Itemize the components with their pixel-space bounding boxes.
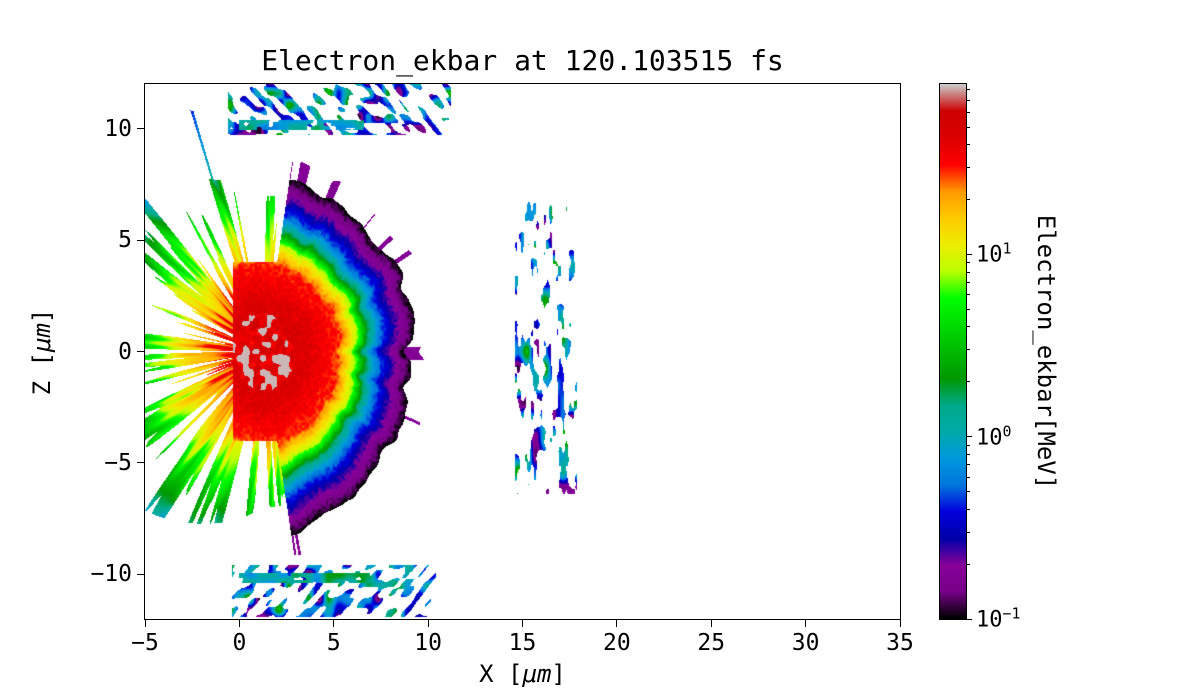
plot-area (144, 83, 901, 620)
colorbar-minor-tick-mark (967, 476, 970, 478)
colorbar-minor-tick-mark (967, 89, 970, 91)
x-tick-mark (427, 620, 429, 627)
colorbar-minor-tick-mark (967, 126, 970, 128)
colorbar-minor-tick-mark (967, 99, 970, 101)
y-tick-label: 5 (118, 227, 132, 254)
x-tick-mark (899, 620, 901, 627)
colorbar (939, 83, 967, 620)
x-tick-label: 15 (508, 630, 537, 656)
y-axis-label-prefix: Z [ (28, 352, 56, 396)
colorbar-minor-tick-mark (967, 531, 970, 533)
colorbar-minor-tick-mark (967, 491, 970, 493)
colorbar-label: Electron_ekbar[MeV] (1032, 214, 1060, 490)
y-axis-unit: μm (28, 323, 56, 352)
colorbar-minor-tick-mark (967, 199, 970, 201)
colorbar-tick-label: 100 (976, 421, 1012, 451)
colorbar-tick-mark (967, 253, 972, 255)
colorbar-minor-tick-mark (967, 112, 970, 114)
x-tick-label: −5 (131, 630, 159, 656)
x-tick-mark (144, 620, 146, 627)
x-axis-label-prefix: X [ (479, 660, 523, 688)
y-axis-label-suffix: ] (28, 308, 56, 324)
colorbar-tick-label: 101 (976, 239, 1012, 269)
x-tick-label: 20 (603, 630, 631, 656)
y-tick-mark (137, 351, 144, 352)
x-tick-label: 0 (232, 630, 247, 656)
colorbar-minor-tick-mark (967, 444, 970, 446)
y-axis-label: Z [μm] (28, 309, 56, 396)
colorbar-minor-tick-mark (967, 563, 970, 565)
colorbar-minor-tick-mark (967, 308, 970, 310)
colorbar-minor-tick-mark (967, 508, 970, 510)
y-tick-mark (137, 573, 144, 575)
colorbar-minor-tick-mark (967, 262, 970, 264)
x-tick-label: 25 (697, 630, 726, 656)
colorbar-tick-mark (967, 436, 972, 438)
x-tick-mark (333, 620, 335, 627)
y-tick-label: 0 (118, 338, 132, 365)
x-tick-mark (238, 620, 240, 627)
colorbar-minor-tick-mark (967, 294, 970, 296)
x-tick-label: 30 (791, 630, 820, 656)
y-tick-mark (137, 462, 144, 464)
x-axis-label: X [μm] (145, 660, 900, 688)
x-tick-mark (616, 620, 618, 627)
x-tick-label: 5 (326, 630, 341, 656)
y-tick-mark (137, 128, 144, 130)
x-tick-label: 10 (414, 630, 442, 656)
colorbar-tick-label: 10−1 (976, 604, 1021, 633)
plot-title: Electron_ekbar at 120.103515 fs (261, 44, 784, 77)
x-tick-mark (522, 620, 523, 627)
colorbar-minor-tick-mark (967, 381, 970, 383)
y-tick-label: 10 (104, 115, 132, 142)
y-tick-mark (137, 239, 144, 241)
x-axis-label-suffix: ] (551, 660, 566, 688)
plot-canvas (145, 84, 900, 619)
y-tick-label: −10 (90, 561, 132, 588)
colorbar-canvas (940, 84, 966, 619)
colorbar-minor-tick-mark (967, 349, 970, 351)
colorbar-minor-tick-mark (967, 166, 970, 168)
y-tick-label: −5 (104, 449, 132, 476)
colorbar-minor-tick-mark (967, 326, 970, 328)
x-tick-label: 35 (886, 630, 914, 656)
colorbar-minor-tick-mark (967, 271, 970, 273)
colorbar-minor-tick-mark (967, 453, 970, 455)
x-axis-unit: μm (522, 660, 552, 688)
colorbar-minor-tick-mark (967, 282, 970, 284)
x-tick-mark (710, 620, 712, 627)
colorbar-tick-mark (967, 618, 972, 620)
colorbar-minor-tick-mark (967, 464, 970, 466)
colorbar-minor-tick-mark (967, 144, 970, 146)
x-tick-mark (805, 620, 807, 627)
